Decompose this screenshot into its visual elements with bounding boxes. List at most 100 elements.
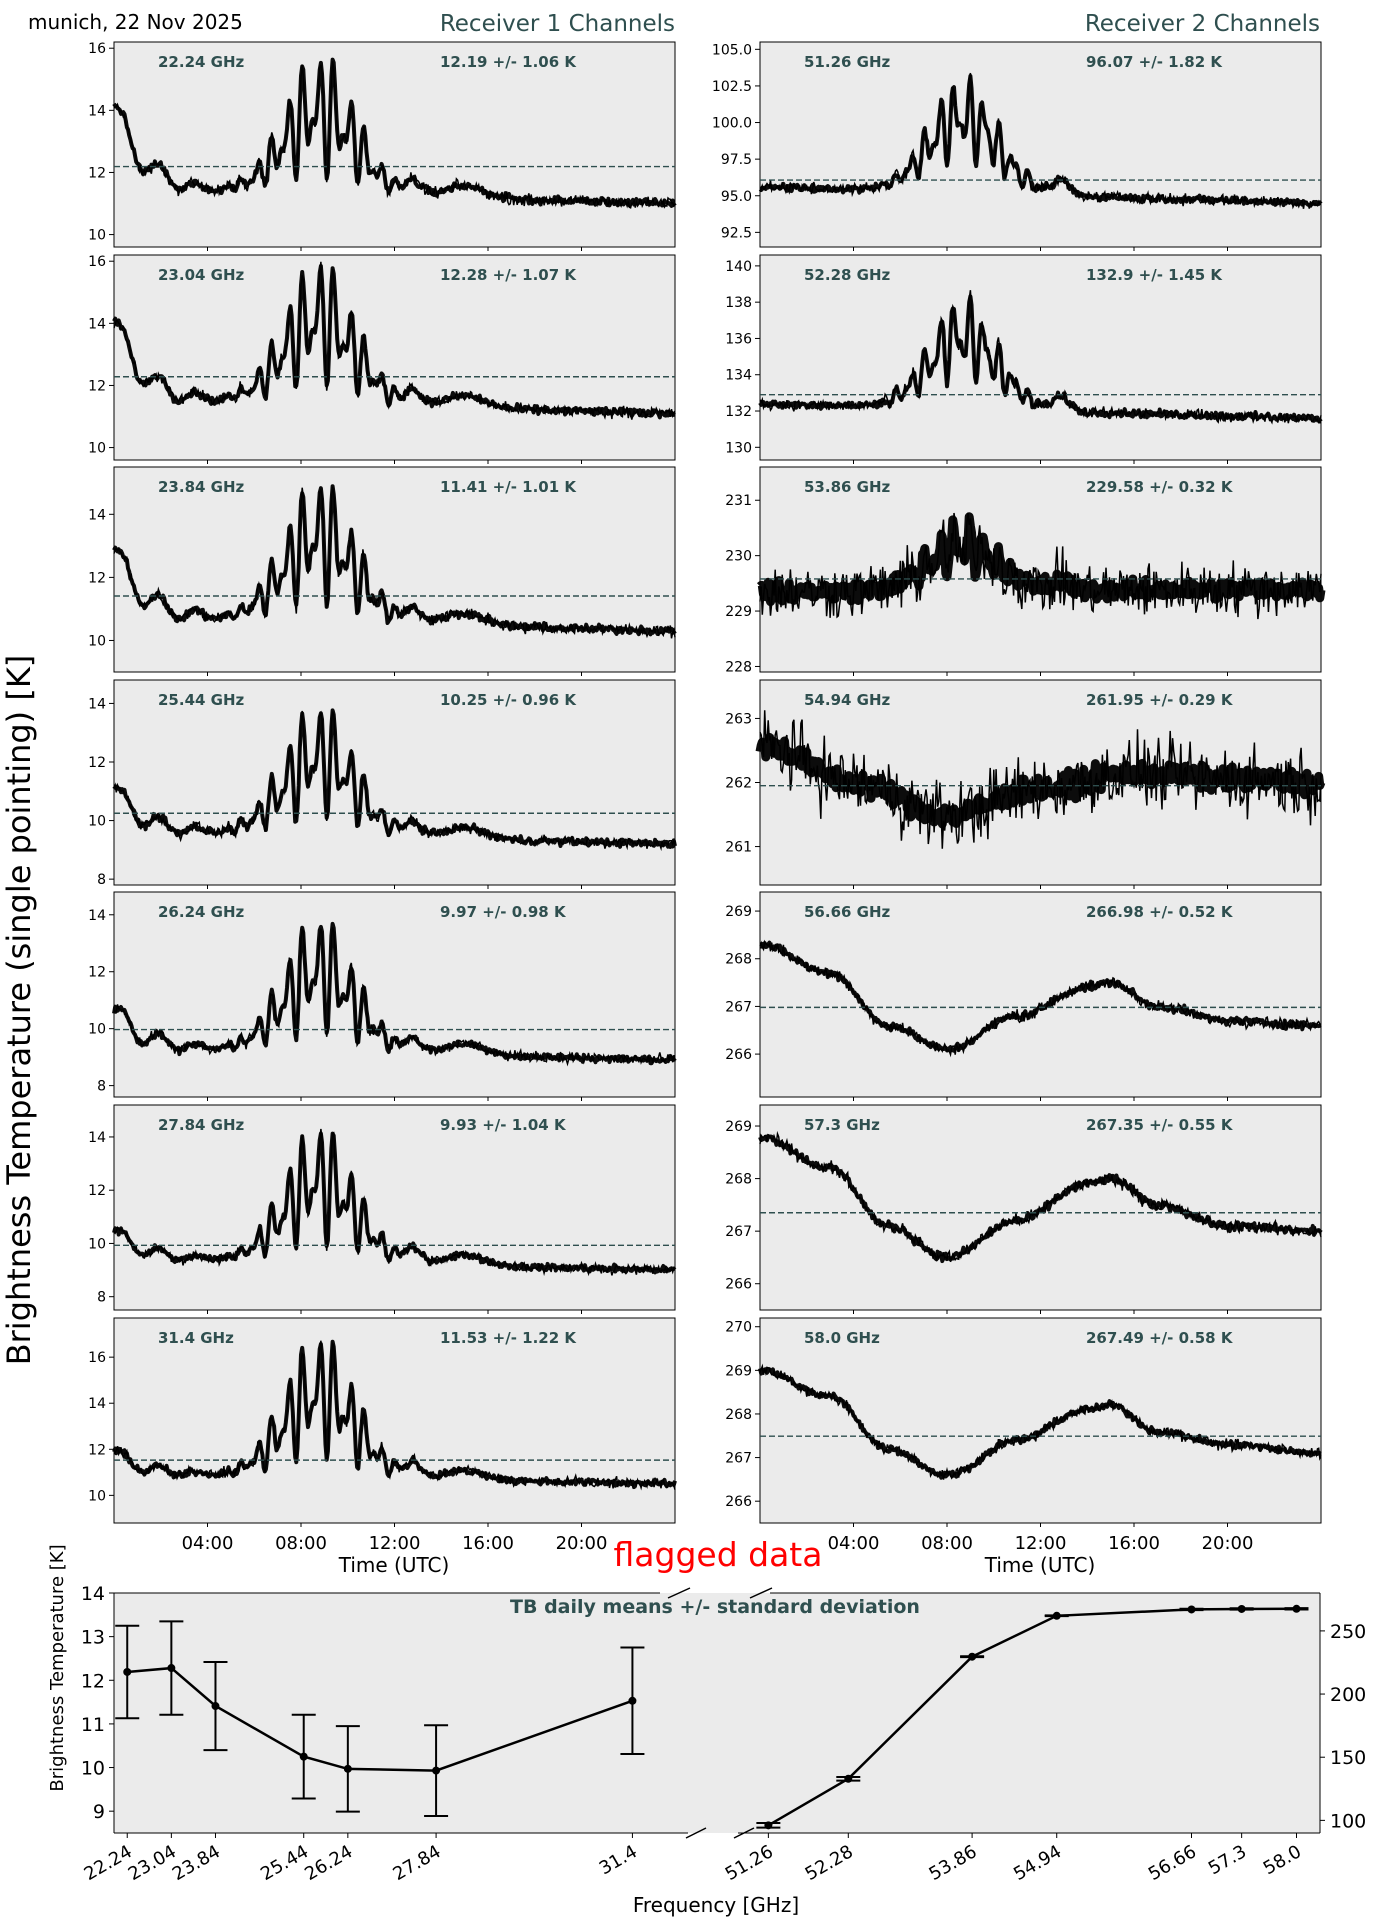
timeseries-panel-1-4: 266 267 268 269 56.66 GHz 266.98 +/- 0.52 K	[725, 891, 1322, 1101]
y-tick-label: 267	[725, 1224, 752, 1240]
x-tick-label: 54.94	[1010, 1841, 1065, 1885]
daily-means-y-axis-label: Brightness Temperature [K]	[47, 1544, 68, 1791]
left-y-tick-label: 10	[81, 1758, 105, 1780]
y-tick-label: 263	[725, 711, 752, 727]
y-tick-label: 266	[725, 1277, 752, 1293]
y-tick-label: 134	[725, 368, 752, 384]
y-tick-label: 10	[88, 228, 106, 244]
x-tick-label: 20:00	[556, 1533, 608, 1554]
data-point	[167, 1664, 176, 1673]
x-tick-label: 12:00	[1015, 1533, 1067, 1554]
y-tick-label: 14	[88, 1396, 106, 1412]
channel-stats-label: 10.25 +/- 0.96 K	[440, 691, 577, 709]
channel-frequency-label: 58.0 GHz	[804, 1329, 880, 1347]
y-tick-label: 268	[725, 1407, 752, 1423]
x-tick-label: 04:00	[828, 1533, 880, 1554]
channel-stats-label: 267.35 +/- 0.55 K	[1086, 1116, 1234, 1134]
x-tick-label: 58.0	[1260, 1841, 1305, 1879]
panel-background	[759, 466, 1322, 673]
y-tick-label: 105.0	[712, 42, 752, 58]
data-point	[299, 1752, 308, 1761]
timeseries-panel-1-2: 228 229 230 231 53.86 GHz 229.58 +/- 0.32 K	[725, 466, 1326, 676]
data-point	[844, 1774, 853, 1783]
y-tick-label: 92.5	[721, 225, 752, 241]
time-axis-1: 04:00 08:00 12:00 16:00 20:00	[828, 1533, 1254, 1554]
channel-frequency-label: 22.24 GHz	[158, 53, 245, 71]
y-tick-label: 268	[725, 952, 752, 968]
y-tick-label: 12	[88, 965, 106, 981]
channel-frequency-label: 25.44 GHz	[158, 691, 245, 709]
timeseries-panel-1-0: 92.5 95.0 97.5 100.0 102.5 105.0 51.26 GHz 96.0…	[712, 41, 1323, 251]
panel-background	[759, 1317, 1322, 1524]
channel-stats-label: 12.28 +/- 1.07 K	[440, 266, 577, 284]
y-tick-label: 269	[725, 1363, 752, 1379]
series-noise	[759, 1130, 1322, 1263]
y-tick-label: 10	[88, 633, 106, 649]
y-tick-label: 261	[725, 840, 752, 856]
right-y-tick-label: 100	[1330, 1810, 1366, 1832]
panel-background	[113, 891, 676, 1098]
left-y-tick-label: 13	[81, 1627, 105, 1649]
y-tick-label: 12	[88, 570, 106, 586]
y-tick-label: 266	[725, 1494, 752, 1510]
channel-frequency-label: 51.26 GHz	[804, 53, 891, 71]
channel-stats-label: 261.95 +/- 0.29 K	[1086, 691, 1234, 709]
receiver2-title: Receiver 2 Channels	[1085, 11, 1320, 37]
data-point	[211, 1702, 220, 1711]
panel-background	[113, 679, 676, 886]
panel-background	[759, 891, 1322, 1098]
y-tick-label: 12	[88, 378, 106, 394]
left-y-tick-label: 14	[81, 1583, 105, 1605]
channel-stats-label: 9.93 +/- 1.04 K	[440, 1116, 567, 1134]
channel-stats-label: 9.97 +/- 0.98 K	[440, 903, 567, 921]
data-point	[343, 1764, 352, 1773]
x-tick-label: 22.24	[81, 1841, 136, 1885]
y-tick-label: 12	[88, 1442, 106, 1458]
timeseries-panel-0-6: 10 12 14 16 31.4 GHz 11.53 +/- 1.22 K	[88, 1317, 677, 1527]
timeseries-panel-1-5: 266 267 268 269 57.3 GHz 267.35 +/- 0.55 K	[725, 1104, 1323, 1314]
timeseries-panel-0-5: 8 10 12 14 27.84 GHz 9.93 +/- 1.04 K	[88, 1104, 677, 1314]
timeseries-panel-0-1: 10 12 14 16 23.04 GHz 12.28 +/- 1.07 K	[88, 254, 676, 464]
panel-background	[759, 41, 1322, 248]
data-point	[968, 1652, 977, 1661]
y-tick-label: 270	[725, 1320, 752, 1336]
axis-break-mark	[749, 1587, 773, 1599]
y-tick-label: 95.0	[721, 189, 752, 205]
x-tick-label: 52.28	[802, 1841, 857, 1885]
channel-frequency-label: 23.04 GHz	[158, 266, 245, 284]
timeseries-panel-0-3: 8 10 12 14 25.44 GHz 10.25 +/- 0.96 K	[88, 679, 677, 889]
axis-break-mark	[733, 1827, 755, 1839]
series-noise	[113, 927, 676, 1067]
panel-background	[113, 1104, 676, 1311]
y-tick-label: 14	[88, 908, 106, 924]
x-tick-label: 57.3	[1205, 1841, 1250, 1879]
y-tick-label: 269	[725, 1119, 752, 1135]
y-tick-label: 16	[88, 254, 106, 270]
y-tick-label: 268	[725, 1172, 752, 1188]
timeseries-panel-1-1: 130 132 134 136 138 140 52.28 GHz 132.9 +/- 1.4…	[725, 254, 1323, 464]
x-tick-label: 23.04	[125, 1841, 180, 1885]
data-point	[1292, 1604, 1301, 1613]
series-line	[112, 264, 676, 420]
series-line	[758, 1134, 1323, 1264]
y-tick-label: 97.5	[721, 152, 752, 168]
timeseries-panel-1-3: 261 262 263 54.94 GHz 261.95 +/- 0.29 K	[725, 679, 1326, 889]
receiver1-title: Receiver 1 Channels	[440, 11, 675, 37]
y-tick-label: 10	[88, 814, 106, 830]
y-tick-label: 269	[725, 904, 752, 920]
timeseries-panel-0-2: 10 12 14 23.84 GHz 11.41 +/- 1.01 K	[88, 466, 677, 676]
data-point	[1187, 1605, 1196, 1614]
y-tick-label: 12	[88, 1183, 106, 1199]
y-tick-label: 130	[725, 440, 752, 456]
y-tick-label: 14	[88, 507, 106, 523]
y-tick-label: 267	[725, 999, 752, 1015]
channel-frequency-label: 57.3 GHz	[804, 1116, 880, 1134]
series-noise	[113, 1128, 676, 1277]
channel-frequency-label: 23.84 GHz	[158, 478, 245, 496]
series-noise	[113, 61, 676, 209]
y-tick-label: 266	[725, 1047, 752, 1063]
y-tick-label: 8	[97, 1290, 106, 1306]
series-noise	[759, 1363, 1322, 1480]
